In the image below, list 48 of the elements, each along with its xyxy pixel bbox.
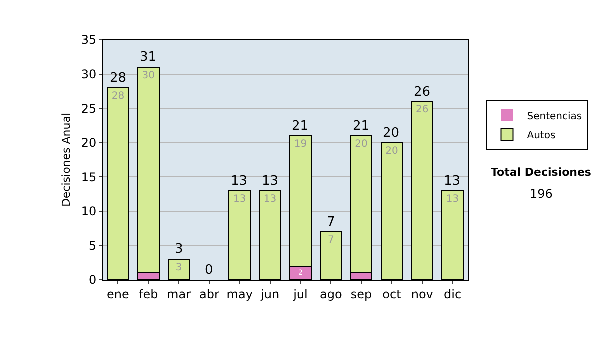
x-tick-label: mar	[167, 287, 192, 302]
data-label: 28	[112, 91, 125, 102]
total-label: 20	[383, 126, 400, 141]
data-label: 7	[328, 235, 334, 246]
total-label: 3	[175, 242, 184, 257]
x-tick-label: dic	[444, 287, 462, 302]
total-label: 31	[140, 50, 157, 65]
x-tick-label: jun	[260, 287, 280, 302]
total-label: 28	[110, 71, 127, 86]
data-label: 20	[386, 146, 398, 157]
data-label: 30	[142, 70, 155, 82]
total-label: 13	[262, 174, 279, 189]
y-tick-label: 5	[88, 238, 97, 253]
total-label: 7	[327, 215, 336, 230]
x-tick-label: nov	[411, 287, 434, 302]
y-tick-label: 20	[81, 136, 97, 150]
total-label: 13	[231, 174, 248, 189]
legend-label: Sentencias	[527, 111, 582, 122]
y-axis-title: Decisiones Anual	[60, 112, 73, 208]
data-label: 3	[176, 262, 182, 274]
x-tick-label: abr	[200, 287, 220, 302]
y-tick-label: 25	[81, 102, 97, 116]
data-label: 20	[355, 139, 368, 150]
y-tick-label: 0	[88, 273, 97, 288]
y-tick-label: 30	[81, 67, 97, 82]
x-tick-label: ene	[107, 287, 130, 302]
x-tick-label: sep	[350, 287, 372, 302]
total-label: 21	[292, 119, 309, 134]
data-label: 13	[446, 194, 460, 205]
total-label: 0	[205, 263, 214, 278]
legend-label: Autos	[527, 130, 556, 142]
x-tick-label: feb	[139, 287, 158, 302]
data-label: 26	[416, 104, 429, 116]
total-label: 26	[414, 85, 431, 100]
data-label: 19	[294, 139, 308, 150]
x-tick-label: ago	[320, 287, 342, 302]
total-label: 13	[444, 174, 461, 189]
y-tick-label: 15	[81, 170, 97, 184]
total-label: 21	[353, 119, 370, 134]
x-tick-label: jul	[292, 287, 308, 302]
data-label: 13	[264, 194, 277, 205]
y-tick-label: 10	[81, 204, 97, 219]
x-tick-label: may	[226, 287, 253, 302]
x-tick-label: oct	[382, 287, 402, 302]
text: Total Decisiones	[491, 166, 592, 179]
y-tick-label: 35	[81, 33, 97, 48]
text: 196	[530, 187, 553, 201]
data-label: 13	[234, 194, 246, 205]
